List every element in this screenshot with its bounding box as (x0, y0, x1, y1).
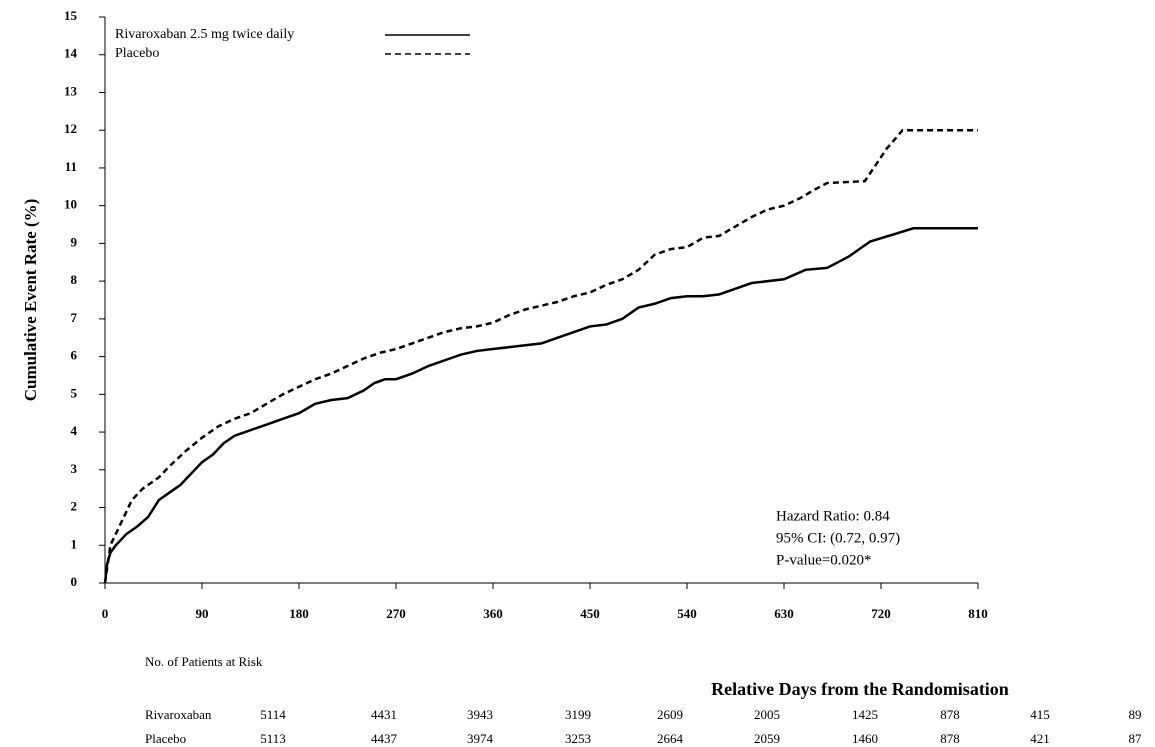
risk-count: 878 (940, 731, 960, 746)
y-tick-label: 12 (64, 121, 77, 136)
y-tick-label: 10 (64, 197, 77, 212)
risk-row-name: Placebo (145, 731, 186, 746)
y-tick-label: 1 (71, 536, 78, 551)
risk-row-name: Rivaroxaban (145, 707, 212, 722)
y-tick-label: 15 (64, 8, 78, 23)
annotation: 95% CI: (0.72, 0.97) (776, 530, 900, 546)
risk-count: 2059 (754, 731, 780, 746)
x-tick-label: 0 (102, 606, 109, 621)
risk-count: 3199 (565, 707, 591, 722)
legend-label: Placebo (115, 46, 159, 61)
y-tick-label: 11 (65, 159, 77, 174)
x-tick-label: 450 (580, 606, 600, 621)
x-tick-label: 270 (386, 606, 406, 621)
risk-count: 3943 (467, 707, 493, 722)
km-curve (103, 128, 978, 584)
x-axis-label: Relative Days from the Randomisation (711, 679, 1009, 699)
risk-count: 5114 (260, 707, 286, 722)
risk-count: 89 (1129, 707, 1142, 722)
y-tick-label: 14 (64, 46, 78, 61)
risk-count: 5113 (260, 731, 286, 746)
x-tick-label: 540 (677, 606, 697, 621)
risk-count: 415 (1030, 707, 1050, 722)
km-curve (103, 227, 978, 584)
annotation: Hazard Ratio: 0.84 (776, 508, 890, 524)
y-tick-label: 6 (71, 348, 78, 363)
risk-count: 1460 (852, 731, 878, 746)
risk-count: 1425 (852, 707, 878, 722)
legend-label: Rivaroxaban 2.5 mg twice daily (115, 27, 294, 42)
risk-count: 3974 (467, 731, 494, 746)
y-tick-label: 8 (71, 272, 78, 287)
risk-count: 2664 (657, 731, 684, 746)
y-axis-label: Cumulative Event Rate (%) (21, 199, 40, 402)
x-tick-label: 630 (774, 606, 794, 621)
x-tick-label: 810 (968, 606, 988, 621)
risk-table-title: No. of Patients at Risk (145, 654, 263, 669)
y-tick-label: 3 (71, 461, 78, 476)
y-tick-label: 4 (71, 423, 78, 438)
annotation: P-value=0.020* (776, 552, 872, 568)
risk-count: 4437 (371, 731, 398, 746)
risk-count: 4431 (371, 707, 397, 722)
x-tick-label: 720 (871, 606, 891, 621)
y-tick-label: 2 (71, 499, 78, 514)
y-tick-label: 13 (64, 83, 78, 98)
y-tick-label: 5 (71, 385, 78, 400)
risk-count: 421 (1030, 731, 1050, 746)
x-tick-label: 360 (483, 606, 503, 621)
x-tick-label: 90 (196, 606, 209, 621)
risk-count: 2609 (657, 707, 683, 722)
y-tick-label: 9 (71, 234, 78, 249)
risk-count: 2005 (754, 707, 780, 722)
risk-count: 878 (940, 707, 960, 722)
risk-count: 87 (1129, 731, 1143, 746)
x-tick-label: 180 (289, 606, 309, 621)
y-tick-label: 7 (71, 310, 78, 325)
y-tick-label: 0 (71, 574, 78, 589)
risk-count: 3253 (565, 731, 591, 746)
